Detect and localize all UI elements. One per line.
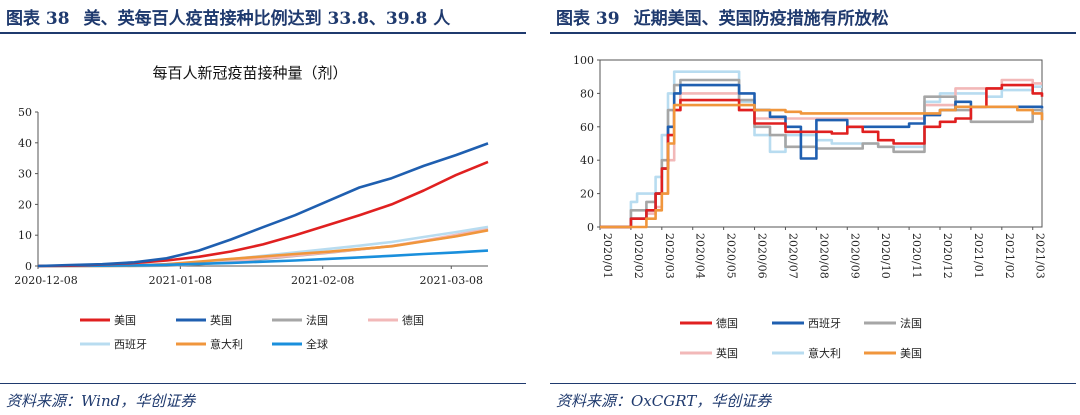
- legend-label: 英国: [210, 313, 232, 327]
- x-tick-label: 2021/03: [1034, 233, 1047, 279]
- y-tick-label: 0: [25, 260, 32, 273]
- legend-label: 意大利: [210, 337, 243, 351]
- chart-title: 每百人新冠疫苗接种量（剂）: [152, 64, 347, 82]
- figure-title: 美、英每百人疫苗接种比例达到 33.8、39.8 人: [83, 9, 451, 29]
- x-tick-label: 2020/11: [910, 233, 923, 279]
- panel-stringency: 图表 39 近期美国、英国防疫措施有所放松 0 20 40 60 80 100 2020/01…: [550, 0, 1080, 415]
- legend-label: 美国: [114, 314, 136, 327]
- panel-vaccination: 图表 38 美、英每百人疫苗接种比例达到 33.8、39.8 人 每百人新冠疫苗接…: [0, 0, 530, 415]
- series-line-英国: [37, 142, 489, 268]
- legend-label: 德国: [402, 313, 424, 327]
- series-line-全球: [37, 249, 489, 268]
- legend-label: 西班牙: [114, 338, 147, 351]
- legend-label: 英国: [716, 346, 738, 360]
- x-tick-label: 2020/08: [817, 233, 830, 279]
- vaccination-chart: 每百人新冠疫苗接种量（剂） 0 10 20 30 40 50 2020-12-08 2021-0…: [14, 64, 489, 351]
- x-tick-label: 2020/12: [941, 233, 954, 279]
- figure-label: 图表 38: [6, 9, 70, 29]
- x-tick-label: 2021/01: [972, 233, 985, 279]
- source-note: 资料来源：OxCGRT，华创证券: [556, 392, 772, 410]
- y-tick-label: 30: [18, 168, 32, 181]
- plot-frame: [599, 59, 1043, 228]
- series-line-法国: [600, 78, 1044, 229]
- source-rule: [550, 383, 1076, 384]
- y-tick-label: 20: [580, 188, 594, 201]
- x-tick-label: 2020/06: [756, 233, 769, 279]
- y-tick-label: 100: [573, 54, 594, 67]
- figure-label: 图表 39: [556, 9, 620, 29]
- heading-rule: [0, 32, 526, 34]
- x-tick-label: 2020/05: [725, 233, 738, 279]
- y-tick-label: 80: [580, 87, 594, 100]
- series-line-美国: [37, 160, 489, 268]
- x-tick-label: 2021-02-08: [291, 274, 354, 287]
- y-tick-label: 50: [18, 106, 32, 119]
- legend-label: 德国: [716, 316, 738, 330]
- x-tick-label: 2020/09: [848, 233, 861, 279]
- y-tick-label: 10: [18, 229, 32, 242]
- x-tick-label: 2021-01-08: [149, 274, 212, 287]
- x-tick-label: 2020/07: [786, 233, 799, 279]
- y-tick-label: 40: [18, 137, 32, 150]
- x-tick-label: 2020/04: [694, 233, 707, 279]
- x-tick-label: 2020-12-08: [14, 274, 77, 287]
- x-tick-label: 2021-03-08: [420, 274, 483, 287]
- legend-label: 美国: [900, 347, 922, 360]
- y-tick-label: 40: [580, 154, 594, 167]
- x-tick-label: 2020/02: [632, 233, 645, 279]
- legend-label: 西班牙: [808, 317, 841, 330]
- series-line-英国: [600, 78, 1042, 229]
- series-line-德国: [38, 227, 489, 268]
- source-note: 资料来源：Wind，华创证券: [6, 392, 196, 410]
- legend-label: 法国: [900, 316, 922, 330]
- y-tick-label: 60: [580, 121, 594, 134]
- legend-label: 意大利: [808, 346, 841, 360]
- figure-heading: 图表 39 近期美国、英国防疫措施有所放松: [556, 4, 889, 29]
- x-tick-label: 2020/01: [601, 233, 614, 279]
- x-tick-label: 2020/10: [879, 233, 892, 279]
- x-tick-label: 2020/03: [663, 233, 676, 279]
- legend-label: 全球: [306, 337, 328, 351]
- series-line-德国: [600, 83, 1044, 229]
- figure-title: 近期美国、英国防疫措施有所放松: [633, 9, 889, 29]
- x-tick-label: 2021/02: [1003, 233, 1016, 279]
- series-line-意大利: [600, 70, 1042, 229]
- heading-rule: [550, 32, 1076, 34]
- y-tick-label: 0: [587, 221, 594, 234]
- series-line-美国: [600, 103, 1044, 229]
- figure-heading: 图表 38 美、英每百人疫苗接种比例达到 33.8、39.8 人: [6, 4, 450, 29]
- y-tick-label: 20: [18, 198, 32, 211]
- source-rule: [0, 383, 526, 384]
- legend-label: 法国: [306, 313, 328, 327]
- stringency-chart: 0 20 40 60 80 100 2020/01 2020/02 2020/03 2020/04…: [573, 54, 1047, 360]
